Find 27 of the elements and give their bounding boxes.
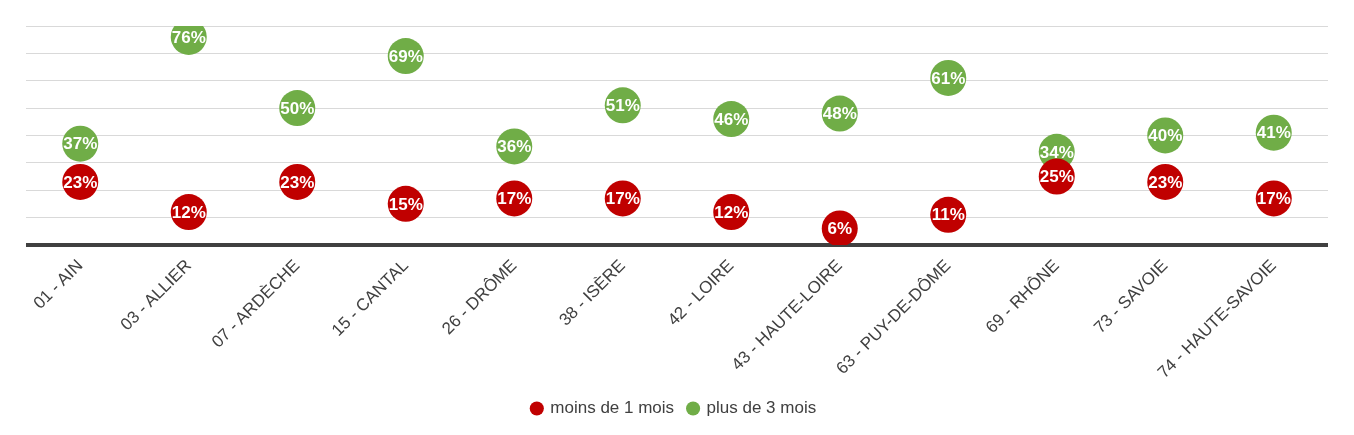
data-label: 36% xyxy=(497,137,532,157)
data-label: 23% xyxy=(63,172,98,192)
data-label: 25% xyxy=(1039,167,1074,187)
data-label: 51% xyxy=(605,96,640,116)
data-label: 17% xyxy=(497,189,532,209)
data-label: 50% xyxy=(280,98,315,118)
data-label: 11% xyxy=(931,205,965,225)
data-label: 37% xyxy=(63,134,98,154)
data-label: 12% xyxy=(714,202,749,222)
data-label: 34% xyxy=(1039,142,1074,162)
x-tick-label: 01 - AIN xyxy=(29,255,87,313)
data-label: 41% xyxy=(1256,123,1291,143)
data-label: 69% xyxy=(388,46,423,66)
data-label: 23% xyxy=(280,172,315,192)
data-label: 48% xyxy=(822,104,857,124)
data-label: 61% xyxy=(931,68,966,88)
data-label: 12% xyxy=(171,202,206,222)
legend-label: plus de 3 mois xyxy=(706,398,817,418)
data-label: 17% xyxy=(1256,189,1291,209)
data-label: 46% xyxy=(714,109,749,129)
legend-label: moins de 1 mois xyxy=(550,398,675,418)
data-label: 76% xyxy=(171,27,206,47)
data-label: 15% xyxy=(388,194,423,214)
data-label: 6% xyxy=(827,219,853,239)
data-label: 40% xyxy=(1148,126,1183,146)
data-label: 17% xyxy=(605,189,640,209)
data-label: 23% xyxy=(1148,172,1183,192)
